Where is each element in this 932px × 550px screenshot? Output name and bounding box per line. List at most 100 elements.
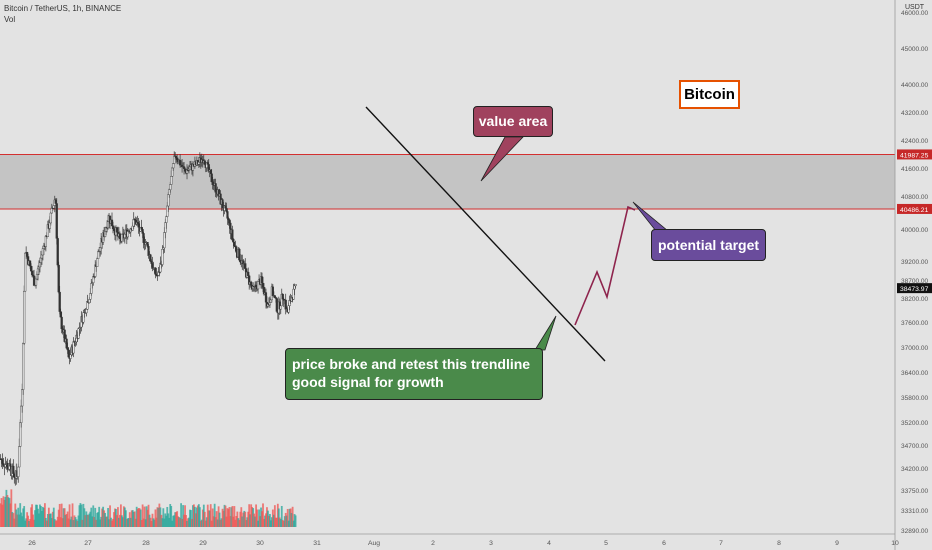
volume-bar xyxy=(290,513,293,527)
volume-bar xyxy=(202,504,205,527)
price-marker-3 xyxy=(897,283,932,294)
volume-bar xyxy=(208,510,211,527)
volume-bar xyxy=(56,516,59,527)
candle-body xyxy=(118,233,122,239)
volume-bar xyxy=(61,518,64,527)
volume-bar xyxy=(240,507,243,527)
volume-bar xyxy=(26,512,29,527)
volume-bar xyxy=(161,518,164,527)
volume-bar xyxy=(234,519,237,527)
volume-bar xyxy=(293,514,296,527)
volume-bar xyxy=(58,503,61,527)
volume-bar xyxy=(72,520,75,527)
volume-bar xyxy=(135,506,138,527)
volume-bar xyxy=(65,513,68,527)
candle-body xyxy=(19,422,22,447)
candle-body xyxy=(149,254,152,262)
volume-bar xyxy=(25,518,28,527)
volume-bar xyxy=(244,511,247,527)
candle-body xyxy=(281,294,284,300)
volume-bar xyxy=(91,516,94,527)
volume-bar xyxy=(227,509,230,527)
volume-bar xyxy=(197,504,200,527)
candle-body xyxy=(65,338,68,349)
volume-bar xyxy=(187,518,189,527)
volume-bar xyxy=(95,519,98,527)
time-tick-label: 29 xyxy=(199,540,207,547)
volume-bar xyxy=(188,517,190,527)
volume-bar xyxy=(238,519,241,527)
candle-body xyxy=(292,288,295,300)
symbol-title[interactable]: Bitcoin / TetherUS, 1h, BINANCE xyxy=(4,4,122,13)
time-tick-label: 31 xyxy=(313,540,321,547)
volume-bar xyxy=(92,505,95,527)
volume-bar xyxy=(144,519,147,527)
candle-body xyxy=(168,189,171,195)
volume-bar xyxy=(82,503,85,527)
volume-bar xyxy=(71,503,74,527)
volume-bar xyxy=(193,504,195,527)
volume-bar xyxy=(279,519,282,527)
candle-body xyxy=(77,328,80,339)
volume-bar xyxy=(24,520,27,527)
volume-bar xyxy=(102,506,105,527)
volume-bar xyxy=(256,509,258,527)
volume-bar xyxy=(231,506,234,527)
volume-bar xyxy=(98,506,101,527)
bitcoin-label: Bitcoin xyxy=(679,80,740,109)
volume-bar xyxy=(93,516,96,527)
volume-bar xyxy=(36,504,38,527)
candle-body xyxy=(239,259,242,262)
volume-bar xyxy=(174,512,177,527)
volume-bar xyxy=(64,514,67,527)
volume-bar xyxy=(100,516,103,527)
volume-bar xyxy=(156,507,159,527)
candle-body xyxy=(146,242,149,247)
candle-body xyxy=(58,291,61,312)
candle-body xyxy=(13,473,16,478)
volume-bar xyxy=(239,511,242,527)
volume-bar xyxy=(105,516,107,527)
volume-bar xyxy=(85,511,88,527)
volume-bar xyxy=(47,507,50,527)
volume-bar xyxy=(63,508,66,527)
volume-bar xyxy=(233,506,236,527)
volume-bar xyxy=(166,506,169,527)
volume-bar xyxy=(67,518,70,527)
price-tick-label: 35200.00 xyxy=(901,420,928,427)
volume-bar xyxy=(218,512,221,527)
candle-body xyxy=(59,311,62,318)
volume-bar xyxy=(9,503,12,527)
candle-body xyxy=(182,166,186,169)
candle-body xyxy=(170,176,173,185)
volume-bar xyxy=(252,508,255,527)
volume-bar xyxy=(49,513,52,527)
candle-body xyxy=(284,299,287,310)
volume-bar xyxy=(224,505,227,527)
volume-bar xyxy=(79,503,82,527)
candle-body xyxy=(4,464,7,468)
price-tick-label: 37000.00 xyxy=(901,345,928,352)
volume-bar xyxy=(117,507,119,527)
price-tick-label: 45000.00 xyxy=(901,46,928,53)
price-tick-label: 32890.00 xyxy=(901,528,928,535)
volume-bar xyxy=(57,509,60,527)
volume-bar xyxy=(195,507,198,527)
volume-bar xyxy=(151,513,154,527)
volume-bar xyxy=(62,508,65,527)
trendline-note-line-1: price broke and retest this trendline xyxy=(292,356,531,372)
volume-bar xyxy=(1,504,4,527)
time-tick-label: 26 xyxy=(28,540,36,547)
volume-bar xyxy=(171,520,174,527)
volume-label[interactable]: Vol xyxy=(4,15,16,24)
volume-bar xyxy=(53,519,56,527)
volume-bar xyxy=(147,504,150,527)
volume-bar xyxy=(109,505,111,527)
candle-body xyxy=(197,161,200,165)
volume-bar xyxy=(107,507,109,527)
volume-bar xyxy=(112,518,114,527)
volume-bar xyxy=(259,516,261,527)
volume-bar xyxy=(273,505,276,527)
